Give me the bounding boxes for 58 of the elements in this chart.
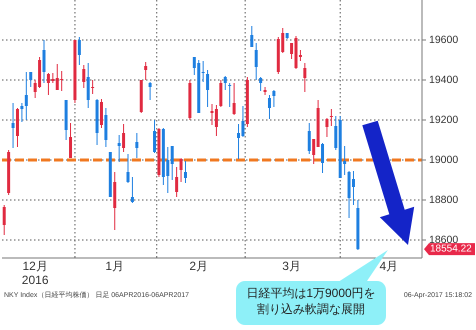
candlestick xyxy=(352,170,355,206)
candlestick xyxy=(148,82,152,100)
candlestick xyxy=(250,26,254,48)
candlestick xyxy=(228,82,232,108)
x-tick-label: 1月 xyxy=(105,259,124,273)
text: 日経平均は1万9000円を割り込み軟調な展開 xyxy=(246,286,376,316)
candlestick xyxy=(12,102,15,148)
x-tick-label: 4月 xyxy=(380,259,398,273)
x-tick-label: 12月 2016 xyxy=(22,259,49,287)
candlestick xyxy=(254,42,258,80)
candlestick xyxy=(180,158,183,182)
y-tick-label: 19000 xyxy=(429,154,458,166)
candlestick xyxy=(170,146,174,180)
candlestick xyxy=(69,122,72,158)
candlestick xyxy=(224,76,227,90)
candlestick xyxy=(268,94,271,120)
candlestick xyxy=(184,160,187,184)
candlestick xyxy=(135,132,138,158)
x-tick-label: 2月 xyxy=(189,259,208,273)
candlestick xyxy=(24,72,28,120)
candlestick xyxy=(91,80,94,94)
y-tick-label: 18800 xyxy=(429,194,458,206)
candlestick xyxy=(325,118,328,138)
candlestick xyxy=(2,204,6,236)
candlestick xyxy=(214,104,218,136)
candlestick xyxy=(237,124,240,160)
candlestick xyxy=(330,108,333,126)
candlestick xyxy=(56,64,59,90)
candlestick xyxy=(153,120,156,154)
candlestick xyxy=(42,40,46,84)
candlestick xyxy=(130,176,134,204)
candlestick xyxy=(206,70,210,108)
candlestick xyxy=(122,124,126,152)
text: 18554.22 xyxy=(430,244,472,255)
candlestick xyxy=(126,154,130,184)
candlestick xyxy=(232,82,236,116)
candlestick xyxy=(118,134,121,162)
candlestick xyxy=(241,106,244,138)
candlestick xyxy=(219,80,222,108)
candlestick xyxy=(82,64,86,88)
candlestick xyxy=(308,122,311,154)
y-tick-label: 18600 xyxy=(429,234,458,246)
candlestick xyxy=(144,62,148,80)
candlestick xyxy=(29,72,32,88)
y-tick-label: 19200 xyxy=(429,114,458,126)
candlestick xyxy=(100,98,103,128)
candlestick xyxy=(86,62,90,108)
candlestick xyxy=(78,36,81,66)
y-tick-label: 19600 xyxy=(429,34,458,46)
candlestick xyxy=(20,102,24,122)
candlestick xyxy=(60,70,64,92)
y-tick-label: 19400 xyxy=(429,74,458,86)
candlestick xyxy=(272,90,276,108)
candlestick xyxy=(303,62,306,92)
candlestick xyxy=(175,166,178,198)
x-tick-label: 3月 xyxy=(282,259,301,273)
candlestick xyxy=(259,76,262,92)
candlestick xyxy=(321,142,324,174)
